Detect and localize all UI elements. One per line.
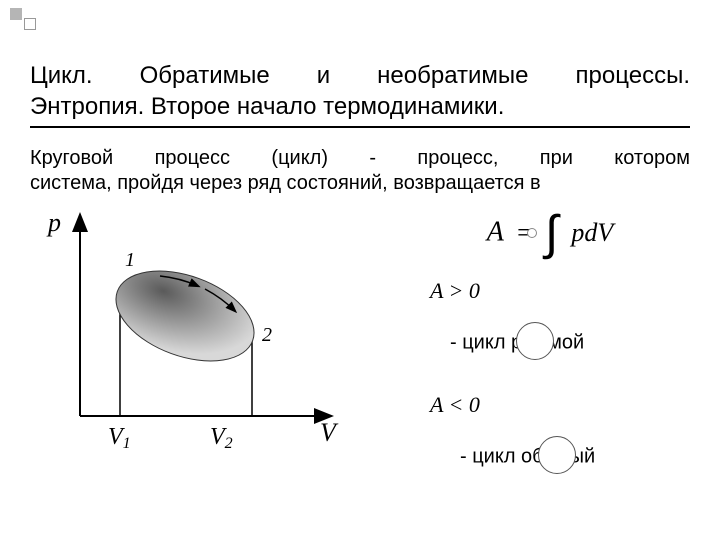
body-line-2: система, пройдя через ряд состояний, воз…	[30, 171, 690, 196]
body-line-1: Круговой процесс (цикл) - процесс, при к…	[30, 146, 690, 171]
v1-label: V1	[108, 424, 131, 452]
body-paragraph: Круговой процесс (цикл) - процесс, при к…	[30, 146, 690, 196]
point-2-label: 2	[262, 324, 272, 346]
bullet-square-outline	[24, 18, 36, 30]
obscure-circle-2	[538, 436, 576, 474]
title-line-1: Цикл. Обратимые и необратимые процессы.	[30, 62, 690, 89]
closed-integral-circle	[527, 228, 537, 238]
work-integral-formula: A = ∫ pdV	[400, 206, 700, 266]
bullet-square-filled	[10, 8, 22, 20]
pv-diagram: p V 1 2 V1 V2	[30, 206, 360, 466]
cycle-ellipse	[104, 254, 267, 378]
formula-lhs: A	[487, 217, 504, 248]
slide-title: Цикл. Обратимые и необратимые процессы. …	[30, 60, 690, 128]
condition-negative: A < 0	[430, 392, 700, 418]
formula-integrand: pdV	[571, 218, 613, 247]
formulas-area: A = ∫ pdV A > 0 - цикл рмой A < 0 - цикл…	[400, 206, 700, 476]
cycle-prefix-1: - цикл	[450, 332, 511, 354]
cycle-reverse-label: - цикл обый	[460, 438, 700, 476]
obscure-circle-1	[516, 322, 554, 360]
content-area: p V 1 2 V1 V2 A = ∫ pdV A > 0 - цикл рмо…	[30, 206, 690, 516]
condition-positive: A > 0	[430, 278, 700, 304]
integral-symbol: ∫	[545, 207, 558, 260]
cycle-prefix-2: - цикл	[460, 446, 521, 468]
point-1-label: 1	[125, 249, 135, 271]
pv-diagram-svg: p V 1 2 V1 V2	[30, 206, 360, 466]
title-line-2: Энтропия. Второе начало термодинамики.	[30, 91, 690, 122]
v-axis-label: V	[320, 418, 339, 447]
cycle-direct-label: - цикл рмой	[450, 324, 700, 362]
v2-label: V2	[210, 424, 233, 452]
p-axis-label: p	[46, 208, 61, 237]
